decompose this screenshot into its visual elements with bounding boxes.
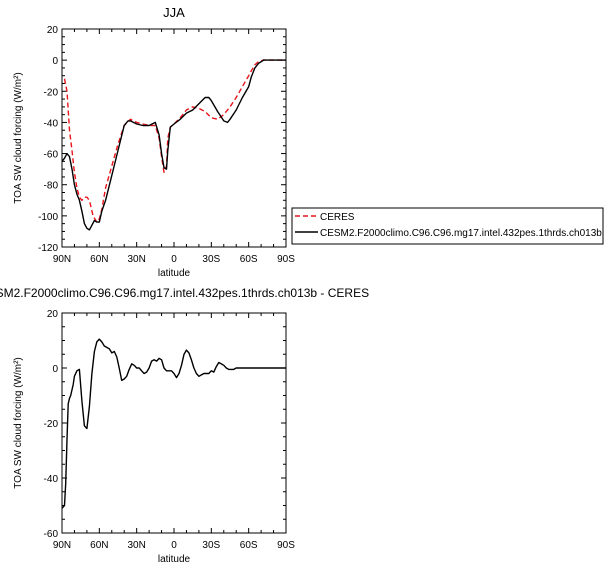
y-tick-label: 0 bbox=[52, 56, 58, 67]
x-tick-label: 90S bbox=[277, 540, 295, 551]
legend-entry: CESM2.F2000climo.C96.C96.mg17.intel.432p… bbox=[320, 228, 602, 239]
x-axis-label: latitude bbox=[158, 268, 191, 279]
x-tick-label: 30N bbox=[127, 540, 145, 551]
x-tick-label: 0 bbox=[171, 540, 177, 551]
x-tick-label: 60N bbox=[90, 540, 108, 551]
y-tick-label: -40 bbox=[44, 474, 59, 485]
series-line-model bbox=[62, 59, 286, 231]
bottom-panel: CESM2.F2000climo.C96.C96.mg17.intel.432p… bbox=[0, 286, 369, 565]
top-panel: JJA 90N 60N 30N 0 30S 60S 90S 20 0 -20 -40 -60 -80 -10… bbox=[13, 5, 295, 279]
x-tick-label: 90S bbox=[277, 254, 295, 265]
y-tick-label: -20 bbox=[44, 419, 59, 430]
y-tick-label: -40 bbox=[44, 118, 59, 129]
x-tick-label: 90N bbox=[53, 254, 71, 265]
x-tick-label: 60N bbox=[90, 254, 108, 265]
x-tick-label: 0 bbox=[171, 254, 177, 265]
y-tick-label: 0 bbox=[52, 364, 58, 375]
series-line-ceres bbox=[63, 59, 286, 223]
y-tick-label: -80 bbox=[44, 181, 59, 192]
y-tick-label: -60 bbox=[44, 150, 59, 161]
y-axis-label: TOA SW cloud forcing (W/m²) bbox=[13, 357, 24, 489]
chart-title: JJA bbox=[163, 5, 185, 20]
y-tick-label: -100 bbox=[38, 212, 58, 223]
legend-entry: CERES bbox=[320, 212, 355, 223]
x-tick-label: 60S bbox=[240, 254, 258, 265]
y-tick-label: -60 bbox=[44, 529, 59, 540]
plot-frame bbox=[61, 28, 287, 248]
y-axis-label: TOA SW cloud forcing (W/m²) bbox=[13, 72, 24, 204]
y-tick-label: 20 bbox=[47, 309, 59, 320]
x-tick-label: 30N bbox=[127, 254, 145, 265]
series-line-model bbox=[62, 338, 286, 509]
legend-box bbox=[291, 207, 604, 245]
x-tick-label: 30S bbox=[202, 540, 220, 551]
legend: CERES CESM2.F2000climo.C96.C96.mg17.intel… bbox=[291, 207, 604, 245]
x-tick-label: 30S bbox=[202, 254, 220, 265]
y-tick-label: 20 bbox=[47, 25, 59, 36]
x-tick-label: 90N bbox=[53, 540, 71, 551]
x-tick-label: 60S bbox=[240, 540, 258, 551]
chart-title: CESM2.F2000climo.C96.C96.mg17.intel.432p… bbox=[0, 286, 369, 300]
y-tick-label: -120 bbox=[38, 243, 58, 254]
y-tick-label: -20 bbox=[44, 87, 59, 98]
x-axis-label: latitude bbox=[158, 554, 191, 565]
